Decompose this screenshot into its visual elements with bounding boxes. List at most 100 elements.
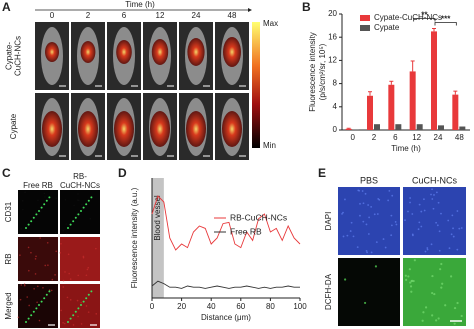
- texture-dot: [365, 223, 368, 226]
- texture-dot: [433, 292, 436, 296]
- texture-dot: [411, 213, 414, 215]
- vessel-dot: [77, 213, 80, 216]
- texture-dot: [439, 268, 442, 271]
- texture-dot: [75, 213, 78, 216]
- x-tick-label: 48: [455, 133, 464, 142]
- texture-dot: [424, 306, 428, 309]
- significance-mark: **: [421, 11, 428, 20]
- legend-label: RB-CuCH-NCs: [230, 212, 287, 222]
- vessel-dot: [77, 307, 80, 310]
- signal: [42, 111, 62, 147]
- micrograph: [18, 284, 58, 328]
- time-label: 6: [122, 11, 127, 20]
- panel-letter: E: [318, 166, 326, 180]
- texture-dot: [346, 234, 349, 237]
- texture-dot: [34, 258, 37, 260]
- texture-dot: [365, 249, 368, 252]
- texture-dot: [420, 210, 423, 213]
- texture-dot: [430, 243, 433, 246]
- texture-dot: [28, 304, 30, 307]
- bar: [374, 124, 380, 130]
- texture-dot: [342, 211, 344, 214]
- texture-dot: [55, 250, 58, 253]
- vessel-dot: [87, 293, 90, 296]
- texture-dot: [373, 213, 376, 216]
- texture-dot: [21, 199, 24, 202]
- texture-dot: [387, 199, 390, 202]
- texture-dot: [60, 242, 62, 245]
- texture-dot: [431, 188, 433, 191]
- texture-dot: [447, 219, 450, 222]
- texture-dot: [440, 286, 443, 289]
- texture-dot: [409, 281, 412, 284]
- row-label: Cypate: [9, 113, 18, 139]
- texture-dot: [418, 203, 421, 206]
- vessel-dot: [38, 210, 40, 212]
- vessel-dot: [85, 297, 88, 300]
- column-label: Free RB: [23, 181, 53, 190]
- texture-dot: [30, 251, 32, 254]
- vessel-dot: [48, 196, 51, 199]
- vessel-dot: [67, 321, 69, 323]
- row-label: DAPI: [324, 212, 333, 231]
- texture-dot: [409, 197, 412, 199]
- texture-dot: [435, 191, 438, 194]
- texture-dot: [421, 319, 424, 322]
- texture-dot: [374, 265, 378, 268]
- vessel-dot: [48, 290, 51, 293]
- texture-dot: [37, 199, 39, 202]
- texture-dot: [378, 198, 381, 201]
- texture-dot: [42, 286, 44, 289]
- texture-dot: [362, 220, 365, 223]
- texture-dot: [44, 196, 46, 198]
- bar: [367, 95, 373, 130]
- texture-dot: [36, 285, 39, 288]
- texture-dot: [23, 284, 26, 287]
- texture-dot: [69, 278, 72, 280]
- signal: [222, 111, 242, 147]
- signal: [116, 40, 132, 64]
- texture-dot: [66, 296, 69, 299]
- vessel-dot: [82, 206, 85, 209]
- texture-dot: [438, 249, 441, 252]
- time-label: 24: [192, 11, 201, 20]
- vessel-dot: [80, 304, 82, 306]
- y-tick-label: 12: [328, 56, 337, 65]
- texture-dot: [390, 234, 393, 237]
- vessel-dot: [90, 196, 93, 199]
- texture-dot: [390, 224, 393, 227]
- texture-dot: [370, 205, 373, 208]
- legend-label: Cypate-CuCH-NCs: [374, 13, 442, 22]
- micrograph: [18, 237, 58, 281]
- texture-dot: [407, 210, 409, 213]
- bar: [438, 125, 444, 130]
- vessel-dot: [27, 317, 30, 320]
- micrograph: [60, 237, 100, 281]
- texture-dot: [452, 235, 455, 238]
- texture-dot: [411, 233, 414, 236]
- legend-swatch: [360, 15, 370, 21]
- texture-dot: [367, 233, 370, 235]
- texture-dot: [65, 223, 67, 225]
- texture-dot: [409, 285, 413, 288]
- micrograph: [338, 187, 400, 255]
- bar: [459, 126, 466, 130]
- texture-dot: [440, 262, 443, 266]
- vessel-dot: [45, 199, 48, 202]
- bar: [416, 124, 423, 130]
- signal: [187, 38, 205, 66]
- vessel-dot: [69, 223, 72, 226]
- column-label: CuCH-NCs: [60, 181, 100, 190]
- texture-dot: [17, 316, 20, 319]
- x-tick-label: 40: [207, 302, 216, 311]
- signal: [223, 37, 241, 67]
- row-label: Cypate-: [5, 42, 14, 70]
- x-tick-label: 2: [372, 133, 377, 142]
- y-tick-label: 20: [328, 9, 337, 18]
- texture-dot: [382, 238, 385, 240]
- texture-dot: [349, 230, 352, 232]
- texture-dot: [78, 199, 80, 202]
- texture-dot: [404, 219, 406, 222]
- texture-dot: [51, 278, 54, 281]
- vessel-dot: [90, 290, 93, 293]
